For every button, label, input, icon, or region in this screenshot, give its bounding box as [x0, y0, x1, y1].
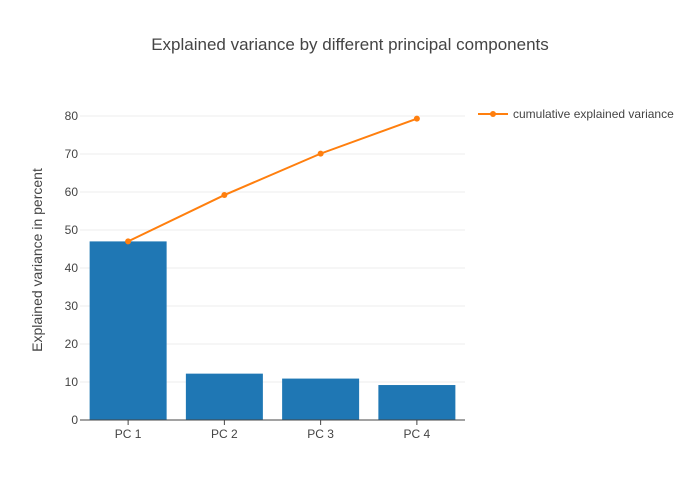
line-point[interactable]: [413, 115, 420, 122]
legend[interactable]: cumulative explained variance: [478, 107, 674, 121]
y-tick-label: 50: [65, 223, 79, 237]
line-point[interactable]: [221, 192, 228, 199]
bar[interactable]: [89, 241, 167, 420]
legend-marker: [490, 111, 496, 117]
x-tick-label: PC 2: [211, 427, 238, 441]
bar[interactable]: [378, 385, 456, 420]
y-tick-label: 20: [65, 337, 79, 351]
x-tick-label: PC 3: [307, 427, 334, 441]
chart-title: Explained variance by different principa…: [151, 35, 549, 54]
y-tick-label: 10: [65, 375, 79, 389]
bar-series: [89, 241, 456, 420]
bar[interactable]: [282, 378, 360, 420]
y-tick-label: 30: [65, 299, 79, 313]
bar[interactable]: [185, 373, 263, 420]
line-point[interactable]: [317, 150, 324, 157]
y-tick-label: 70: [65, 147, 79, 161]
cumulative-line: [127, 117, 418, 243]
axes: 0 10 20 30 40 50 60 70 80 PC 1 PC 2 PC 3 PC 4: [65, 109, 465, 441]
x-tick-label: PC 1: [115, 427, 142, 441]
y-tick-label: 40: [65, 261, 79, 275]
line-point[interactable]: [125, 238, 132, 245]
legend-label: cumulative explained variance: [513, 107, 674, 121]
y-axis-title: Explained variance in percent: [29, 168, 45, 352]
x-tick-label: PC 4: [404, 427, 431, 441]
line-series: [125, 115, 420, 245]
y-tick-label: 0: [71, 413, 78, 427]
y-tick-label: 60: [65, 185, 79, 199]
y-tick-label: 80: [65, 109, 79, 123]
